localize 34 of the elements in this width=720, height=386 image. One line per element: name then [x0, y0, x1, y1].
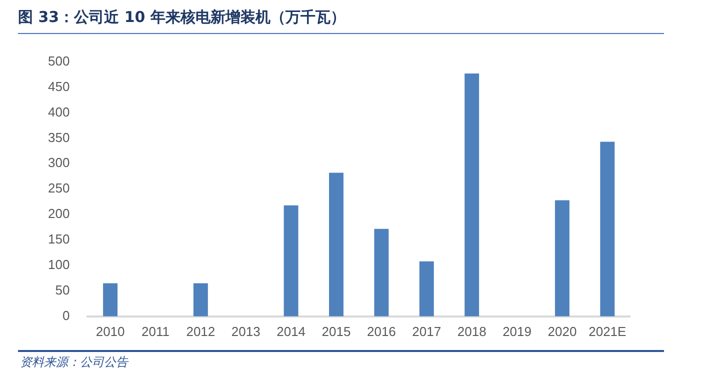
x-tick-label: 2018	[457, 324, 486, 339]
x-tick-label: 2012	[186, 324, 216, 339]
x-tick-label: 2013	[231, 324, 260, 339]
x-tick-label: 2021E	[588, 324, 627, 339]
chart-title: 图 33：公司近 10 年来核电新增装机（万千瓦）	[18, 8, 346, 27]
y-tick-label: 0	[62, 308, 70, 323]
bar	[103, 283, 118, 316]
y-tick-label: 300	[48, 155, 70, 170]
y-tick-label: 350	[48, 130, 70, 145]
y-tick-label: 100	[48, 257, 70, 272]
x-tick-label: 2020	[548, 324, 577, 339]
bar	[464, 74, 480, 316]
y-tick-label: 250	[48, 180, 70, 196]
bar	[193, 283, 208, 316]
bar	[419, 261, 434, 316]
text: 资料来源：公司公告	[20, 354, 128, 371]
y-tick-label: 500	[48, 53, 70, 68]
bar	[284, 205, 298, 316]
bar	[374, 228, 389, 316]
x-tick-label: 2016	[366, 324, 396, 339]
y-tick-label: 200	[48, 206, 70, 222]
x-tick-label: 2011	[141, 324, 170, 339]
bar	[554, 200, 570, 316]
y-tick-label: 400	[48, 104, 70, 120]
x-tick-label: 2010	[96, 324, 125, 339]
bar	[600, 142, 615, 316]
x-tick-label: 2015	[322, 324, 351, 339]
y-tick-label: 150	[48, 232, 70, 247]
x-tick-label: 2019	[502, 324, 532, 339]
y-tick-label: 450	[48, 78, 70, 94]
x-tick-label: 2014	[276, 324, 306, 339]
y-tick-label: 50	[55, 282, 70, 298]
x-tick-label: 2017	[412, 324, 442, 339]
bar	[329, 172, 344, 316]
